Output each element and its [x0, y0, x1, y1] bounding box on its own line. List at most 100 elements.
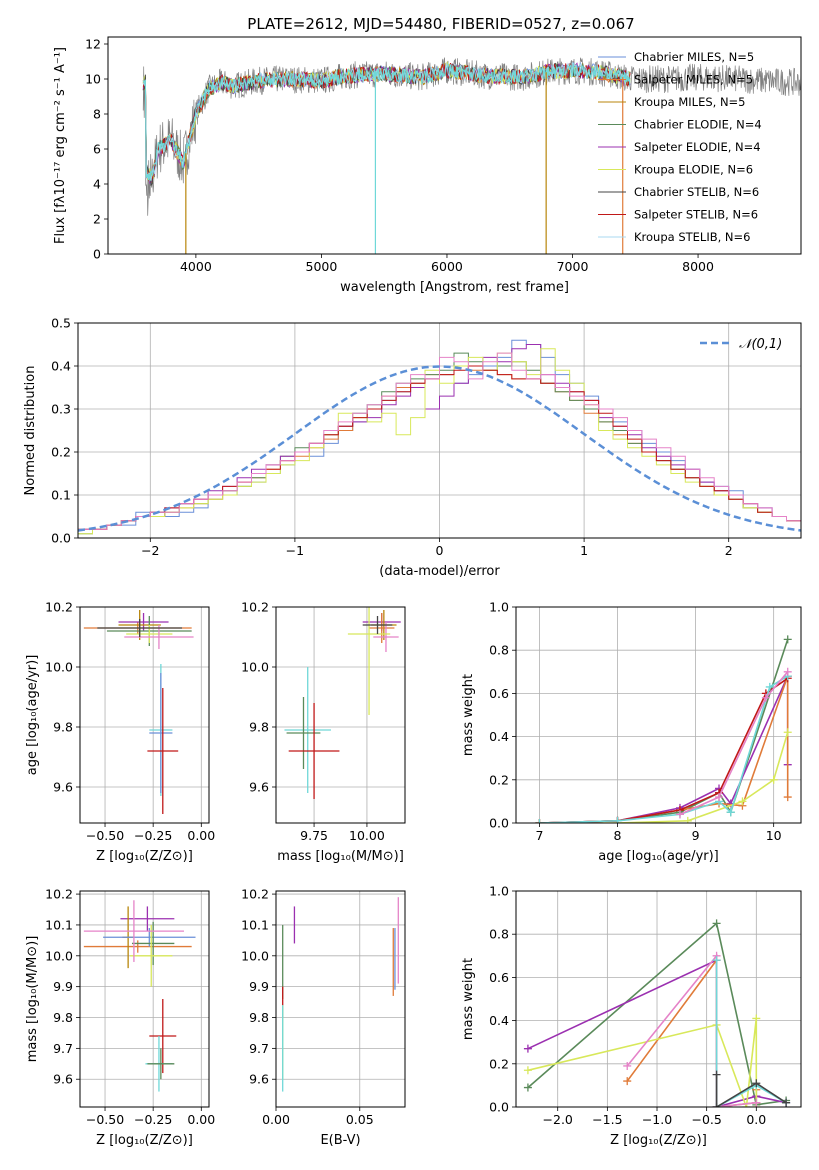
spectrum-ylabel: Flux [fλ10⁻¹⁷ erg cm⁻² s⁻¹ A⁻¹] [53, 47, 68, 244]
mass-vs-Z-point-5 [130, 924, 173, 987]
mass-vs-Z-frame [79, 890, 210, 1108]
massweight-vs-Z-series-2 [626, 957, 758, 1107]
massweight-vs-Z-xtick-label-1: −1.5 [592, 1112, 622, 1127]
massweight-vs-Z-plot-area [523, 919, 791, 1107]
age-vs-Z-xlabel: Z [log₁₀(Z/Z⊙)] [96, 849, 193, 864]
age-vs-Z-panel: −0.50 −0.25 0.00 9.6 9.8 10.0 10.2 Z [log₁₀(Z/Z… [25, 600, 215, 865]
spectrum-xlabel: wavelength [Angstrom, rest frame] [340, 280, 569, 295]
massweight-vs-Z-marker-6-0 [712, 1070, 721, 1079]
mass-vs-ebv-ytick-label-6: 10.2 [241, 887, 269, 902]
spectrum-legend-label-6: Chabrier STELIB, N=6 [634, 185, 759, 199]
spectrum-legend-label-3: Chabrier ELODIE, N=4 [634, 118, 762, 132]
age-vs-mass-xlabel: mass [log₁₀(M/M⊙)] [277, 849, 404, 864]
mass-vs-Z-point-7 [149, 999, 177, 1074]
residuals-ytick-label-0: 0.0 [51, 531, 71, 546]
spectrum-legend-label-2: Kroupa MILES, N=5 [634, 95, 746, 109]
age-vs-Z-point-6 [97, 619, 183, 637]
age-vs-Z-point-9 [147, 688, 179, 814]
age-vs-Z-ytick-label-1: 9.8 [53, 720, 73, 735]
massweight-vs-Z-marker-3-3 [752, 1014, 761, 1023]
massweight-vs-Z-marker-1-0 [523, 1044, 532, 1053]
age-vs-mass-point-2 [369, 613, 395, 643]
spectrum-legend-label-0: Chabrier MILES, N=5 [634, 50, 754, 64]
mass-vs-Z-point-1 [120, 906, 175, 932]
residual-histogram-6 [78, 352, 801, 538]
massweight-vs-age-ytick-label-0: 0.0 [489, 816, 509, 831]
mass-vs-Z-xtick-label-1: −0.25 [134, 1112, 172, 1127]
model-spectrum-line-top [142, 62, 631, 182]
spectrum-xtick-label-2: 6000 [431, 259, 463, 274]
massweight-vs-Z-marker-0-0 [523, 1083, 532, 1092]
mass-vs-Z-xtick-label-2: 0.00 [187, 1112, 215, 1127]
spectrum-ytick-label-4: 8 [93, 107, 101, 122]
spectrum-frame [107, 36, 802, 255]
age-vs-Z-ytick-label-3: 10.2 [45, 600, 73, 615]
mass-vs-Z-plot-area [83, 900, 196, 1092]
age-vs-Z-ylabel: age [log₁₀(age/yr)] [25, 655, 40, 776]
mass-vs-ebv-ytick-label-0: 9.6 [249, 1072, 269, 1087]
age-vs-mass-ytick-label-3: 10.2 [241, 600, 269, 615]
mass-vs-ebv-ytick-label-2: 9.8 [249, 1010, 269, 1025]
massweight-vs-Z-ytick-label-4: 0.8 [489, 927, 509, 942]
figure-title: PLATE=2612, MJD=54480, FIBERID=0527, z=0… [247, 15, 634, 33]
mass-vs-ebv-xtick-label-0: 0.00 [262, 1112, 290, 1127]
age-vs-Z-xtick-label-0: −0.50 [86, 828, 124, 843]
residuals-xtick-label-1: −1 [286, 543, 304, 558]
observed-spectrum-line [142, 57, 801, 216]
massweight-vs-age-plot-area [535, 635, 792, 823]
residuals-xtick-label-0: −2 [141, 543, 159, 558]
massweight-vs-Z-xtick-label-0: −2.0 [543, 1112, 573, 1127]
age-vs-Z-ytick-label-2: 10.0 [45, 660, 73, 675]
mass-vs-Z-point-9 [147, 1048, 175, 1080]
massweight-vs-age-ytick-label-4: 0.8 [489, 643, 509, 658]
age-vs-mass-ytick-label-2: 10.0 [241, 660, 269, 675]
normal-reference-curve [78, 365, 801, 532]
residuals-plot-area [78, 339, 801, 538]
age-vs-Z-plot-area [83, 610, 194, 814]
massweight-vs-age-marker-6-3 [783, 667, 792, 676]
massweight-vs-Z-marker-0-1 [712, 919, 721, 928]
massweight-vs-Z-series-1 [527, 958, 787, 1107]
age-vs-Z-xtick-label-1: −0.25 [134, 828, 172, 843]
mass-vs-ebv-ytick-label-5: 10.1 [241, 917, 269, 932]
residuals-xlabel: (data-model)/error [379, 564, 500, 579]
massweight-vs-age-marker-3-4 [769, 775, 778, 784]
residual-legend-label: 𝒩(0,1) [739, 337, 782, 352]
spectrum-xtick-label-3: 7000 [557, 259, 589, 274]
massweight-vs-age-xlabel: age [log₁₀(age/yr)] [598, 849, 719, 864]
massweight-vs-Z-marker-6-1 [712, 1103, 721, 1107]
mass-vs-Z-ytick-label-4: 10.0 [45, 948, 73, 963]
spectrum-legend-label-4: Salpeter ELODIE, N=4 [634, 140, 761, 154]
mass-vs-Z-xlabel: Z [log₁₀(Z/Z⊙)] [96, 1133, 193, 1148]
massweight-vs-Z-frame [515, 890, 802, 1108]
mass-vs-Z-xtick-label-0: −0.50 [86, 1112, 124, 1127]
spectrum-legend-label-1: Salpeter MILES, N=5 [634, 73, 753, 87]
spectrum-ytick-label-1: 2 [93, 212, 101, 227]
mass-vs-ebv-xtick-label-1: 0.05 [346, 1112, 374, 1127]
massweight-vs-Z-series-5 [715, 960, 787, 1107]
residuals-ylabel: Normed distribution [23, 366, 38, 496]
mass-vs-ebv-plot-area [282, 897, 399, 1092]
massweight-vs-age-marker-2-6 [783, 793, 792, 802]
massweight-vs-Z-ytick-label-1: 0.2 [489, 1056, 509, 1071]
spectrum-ytick-label-6: 12 [85, 37, 101, 52]
mass-vs-Z-ytick-label-1: 9.7 [53, 1041, 73, 1056]
massweight-vs-age-ytick-label-5: 1.0 [489, 600, 509, 615]
massweight-vs-age-series-6 [679, 671, 789, 816]
residuals-xtick-label-2: 0 [436, 543, 444, 558]
massweight-vs-Z-ytick-label-0: 0.0 [489, 1100, 509, 1115]
massweight-vs-Z-marker-3-0 [523, 1066, 532, 1075]
residuals-ytick-label-1: 0.1 [51, 488, 71, 503]
age-vs-Z-ytick-label-0: 9.6 [53, 780, 73, 795]
massweight-vs-Z-marker-5-0 [712, 956, 721, 965]
mass-vs-Z-point-0 [83, 940, 192, 953]
massweight-vs-age-marker-3-5 [783, 728, 792, 737]
mass-vs-ebv-xlabel: E(B-V) [320, 1133, 360, 1148]
mass-vs-Z-ytick-label-5: 10.1 [45, 917, 73, 932]
massweight-vs-Z-marker-4-3 [752, 1098, 761, 1107]
age-vs-mass-ytick-label-0: 9.6 [249, 780, 269, 795]
massweight-vs-age-xtick-label-0: 7 [535, 828, 543, 843]
residuals-ytick-label-5: 0.5 [51, 316, 71, 331]
spectrum-plot-area [142, 57, 801, 254]
